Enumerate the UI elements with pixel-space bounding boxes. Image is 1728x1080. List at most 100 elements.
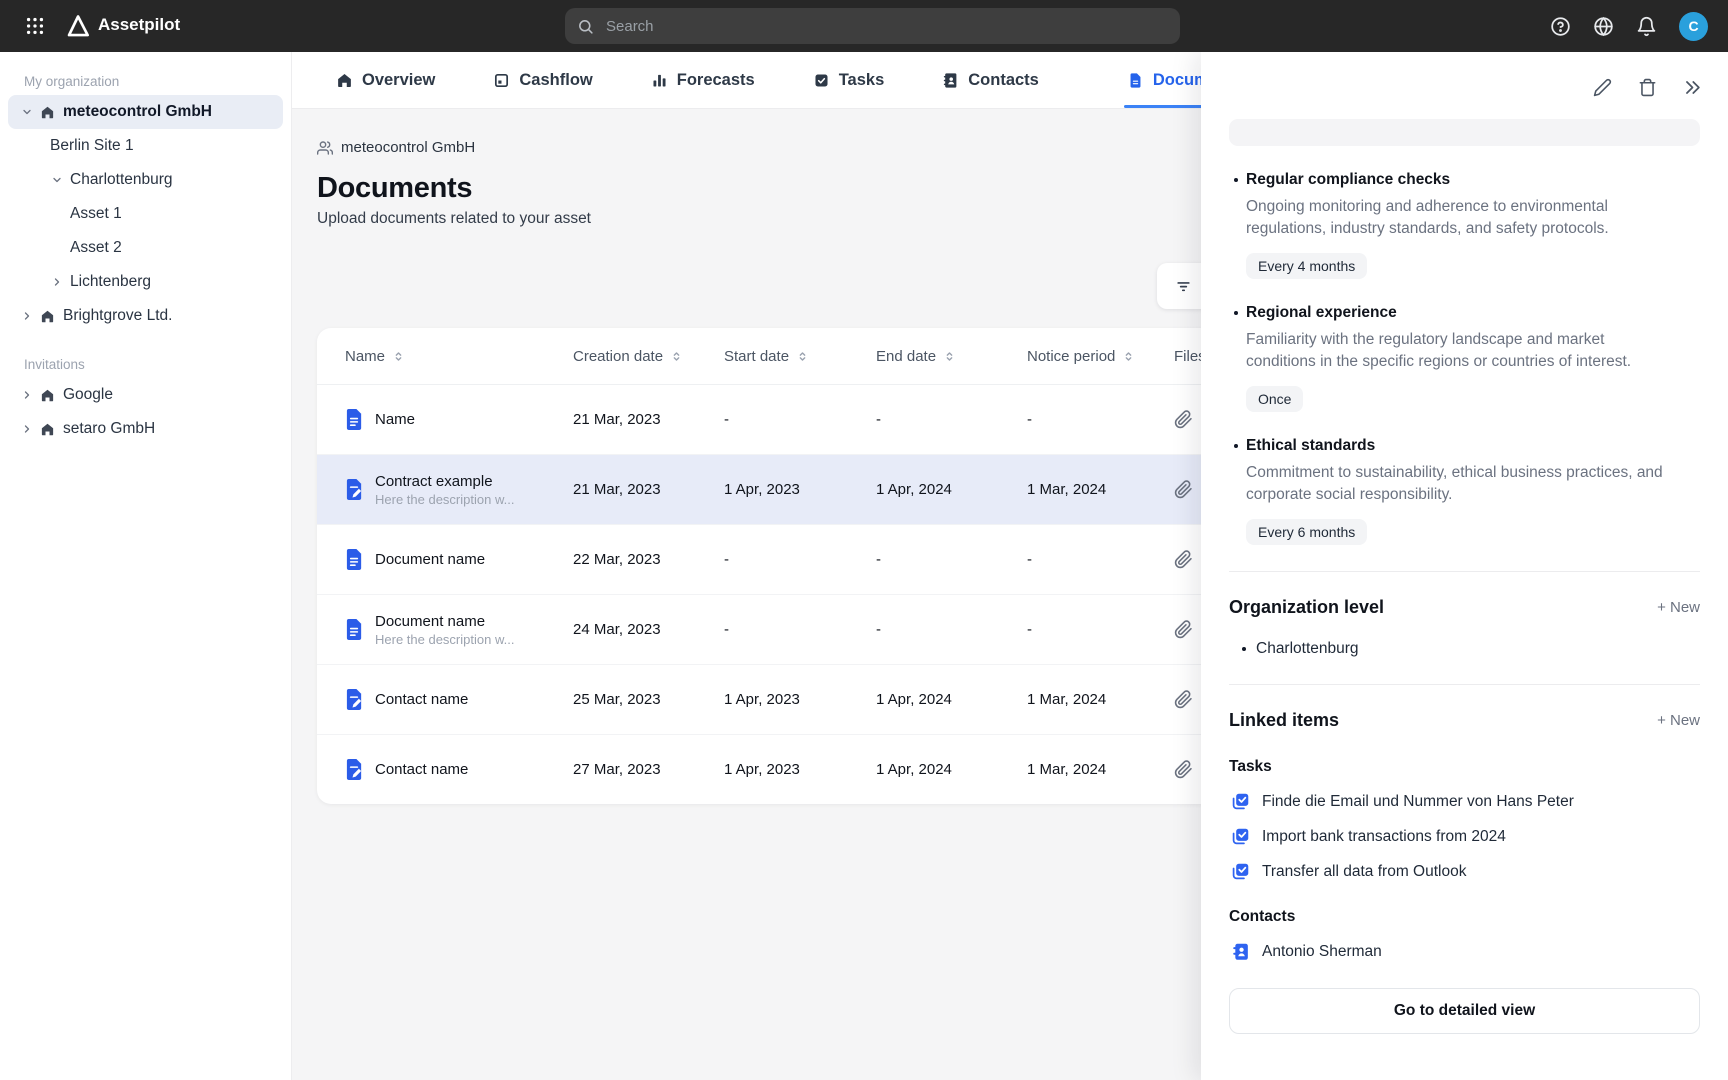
table-row[interactable]: Contact name 25 Mar, 2023 1 Apr, 2023 1 … bbox=[317, 665, 1222, 735]
cell-notice-period: - bbox=[1027, 621, 1032, 638]
avatar[interactable]: C bbox=[1679, 11, 1708, 41]
document-file-icon bbox=[345, 408, 364, 431]
cell-start-date: - bbox=[724, 411, 729, 428]
organization-level-heading: Organization level bbox=[1229, 597, 1385, 617]
chevron-right-icon[interactable] bbox=[50, 276, 64, 288]
linked-task-label: Transfer all data from Outlook bbox=[1262, 862, 1467, 880]
paperclip-icon[interactable] bbox=[1174, 690, 1222, 709]
tab-overview[interactable]: Overview bbox=[336, 52, 435, 108]
column-header-notice-period[interactable]: Notice period bbox=[1027, 348, 1174, 365]
sidebar-item-asset-2[interactable]: Asset 2 bbox=[0, 231, 291, 265]
app-logo-icon bbox=[64, 12, 91, 39]
tab-contacts[interactable]: Contacts bbox=[942, 52, 1039, 108]
linked-task-item[interactable]: Finde die Email und Nummer von Hans Pete… bbox=[1231, 792, 1700, 811]
sidebar-item-asset-1[interactable]: Asset 1 bbox=[0, 197, 291, 231]
column-header-end-date[interactable]: End date bbox=[876, 348, 1027, 365]
tab-tasks[interactable]: Tasks bbox=[813, 52, 885, 108]
bullet-icon bbox=[1234, 178, 1238, 182]
edit-icon[interactable] bbox=[1593, 78, 1612, 97]
tab-label: Forecasts bbox=[676, 70, 755, 89]
sidebar-item-charlottenburg[interactable]: Charlottenburg bbox=[0, 163, 291, 197]
cell-end-date: 1 Apr, 2024 bbox=[876, 481, 952, 498]
row-name: Contact name bbox=[375, 691, 469, 708]
organization-level-label: Charlottenburg bbox=[1256, 640, 1359, 657]
table-row[interactable]: Contract example Here the description w.… bbox=[317, 455, 1222, 525]
linked-contact-label: Antonio Sherman bbox=[1262, 942, 1382, 960]
row-name: Document name bbox=[375, 551, 486, 568]
chevron-right-icon[interactable] bbox=[20, 389, 34, 401]
contract-file-icon bbox=[345, 478, 364, 501]
search-bar[interactable] bbox=[565, 8, 1180, 44]
paperclip-icon[interactable] bbox=[1174, 620, 1222, 639]
sidebar-item-brightgrove[interactable]: Brightgrove Ltd. bbox=[0, 299, 291, 333]
cell-start-date: 1 Apr, 2023 bbox=[724, 481, 800, 498]
sidebar-item-berlin-site-1[interactable]: Berlin Site 1 bbox=[0, 129, 291, 163]
task-check-icon bbox=[1231, 792, 1250, 811]
cell-creation-date: 21 Mar, 2023 bbox=[573, 481, 661, 498]
tab-forecasts[interactable]: Forecasts bbox=[651, 52, 755, 108]
linked-contact-item[interactable]: Antonio Sherman bbox=[1231, 942, 1700, 961]
linked-task-label: Finde die Email und Nummer von Hans Pete… bbox=[1262, 792, 1574, 810]
apps-grid-icon[interactable] bbox=[24, 15, 46, 37]
bell-icon[interactable] bbox=[1636, 16, 1657, 37]
chevron-down-icon[interactable] bbox=[20, 106, 34, 118]
chevron-right-icon[interactable] bbox=[20, 423, 34, 435]
column-header-files[interactable]: Files bbox=[1174, 348, 1222, 365]
sidebar-item-meteocontrol[interactable]: meteocontrol GmbH bbox=[8, 95, 283, 129]
sidebar-item-setaro[interactable]: setaro GmbH bbox=[0, 412, 291, 446]
paperclip-icon[interactable] bbox=[1174, 480, 1222, 499]
organization-level-item[interactable]: Charlottenburg bbox=[1237, 640, 1700, 658]
row-description: Here the description w... bbox=[375, 631, 515, 647]
breadcrumb[interactable]: meteocontrol GmbH bbox=[317, 139, 475, 156]
frequency-badge: Every 4 months bbox=[1246, 253, 1368, 279]
linked-task-item[interactable]: Transfer all data from Outlook bbox=[1231, 862, 1700, 881]
sidebar-item-label: Asset 1 bbox=[70, 205, 122, 222]
sidebar-item-label: Lichtenberg bbox=[70, 273, 152, 290]
sidebar-item-google[interactable]: Google bbox=[0, 378, 291, 412]
paperclip-icon[interactable] bbox=[1174, 760, 1222, 779]
sort-icon bbox=[392, 350, 405, 363]
column-header-name[interactable]: Name bbox=[345, 348, 573, 365]
paperclip-icon[interactable] bbox=[1174, 550, 1222, 569]
help-icon[interactable] bbox=[1550, 16, 1571, 37]
column-header-start-date[interactable]: Start date bbox=[724, 348, 876, 365]
users-icon bbox=[317, 140, 333, 156]
linked-task-item[interactable]: Import bank transactions from 2024 bbox=[1231, 827, 1700, 846]
attribute-title: Regular compliance checks bbox=[1246, 171, 1451, 188]
cell-notice-period: - bbox=[1027, 551, 1032, 568]
chevron-right-icon[interactable] bbox=[20, 310, 34, 322]
frequency-badge: Once bbox=[1246, 386, 1304, 412]
column-header-creation-date[interactable]: Creation date bbox=[573, 348, 724, 365]
chevron-down-icon[interactable] bbox=[50, 174, 64, 186]
delete-icon[interactable] bbox=[1638, 78, 1657, 97]
tasks-icon bbox=[813, 72, 830, 89]
filter-icon bbox=[1175, 278, 1192, 295]
paperclip-icon[interactable] bbox=[1174, 410, 1222, 429]
tab-cashflow[interactable]: Cashflow bbox=[493, 52, 593, 108]
building-icon bbox=[40, 309, 55, 324]
sidebar-item-lichtenberg[interactable]: Lichtenberg bbox=[0, 265, 291, 299]
cell-end-date: - bbox=[876, 621, 881, 638]
go-to-detailed-view-button[interactable]: Go to detailed view bbox=[1229, 988, 1700, 1034]
document-file-icon bbox=[345, 618, 364, 641]
new-linked-item-button[interactable]: + New bbox=[1657, 712, 1700, 729]
table-row[interactable]: Contact name 27 Mar, 2023 1 Apr, 2023 1 … bbox=[317, 735, 1222, 804]
globe-icon[interactable] bbox=[1593, 16, 1614, 37]
table-row[interactable]: Name 21 Mar, 2023 - - - bbox=[317, 385, 1222, 455]
tab-label: Tasks bbox=[838, 70, 885, 89]
building-icon bbox=[40, 105, 55, 120]
collapse-panel-icon[interactable] bbox=[1683, 78, 1702, 97]
top-bar: Assetpilot C bbox=[0, 0, 1728, 52]
cell-end-date: - bbox=[876, 551, 881, 568]
new-organization-level-button[interactable]: + New bbox=[1657, 599, 1700, 616]
home-icon bbox=[336, 72, 353, 89]
cell-creation-date: 22 Mar, 2023 bbox=[573, 551, 661, 568]
table-row[interactable]: Document name 22 Mar, 2023 - - - bbox=[317, 525, 1222, 595]
app-name: Assetpilot bbox=[98, 15, 181, 34]
table-header: Name Creation date Start date End date N… bbox=[317, 328, 1222, 385]
document-icon bbox=[1127, 72, 1144, 89]
table-row[interactable]: Document name Here the description w... … bbox=[317, 595, 1222, 665]
search-input[interactable] bbox=[604, 16, 1168, 36]
attribute-title: Regional experience bbox=[1246, 304, 1397, 321]
sidebar-item-label: Asset 2 bbox=[70, 239, 122, 256]
